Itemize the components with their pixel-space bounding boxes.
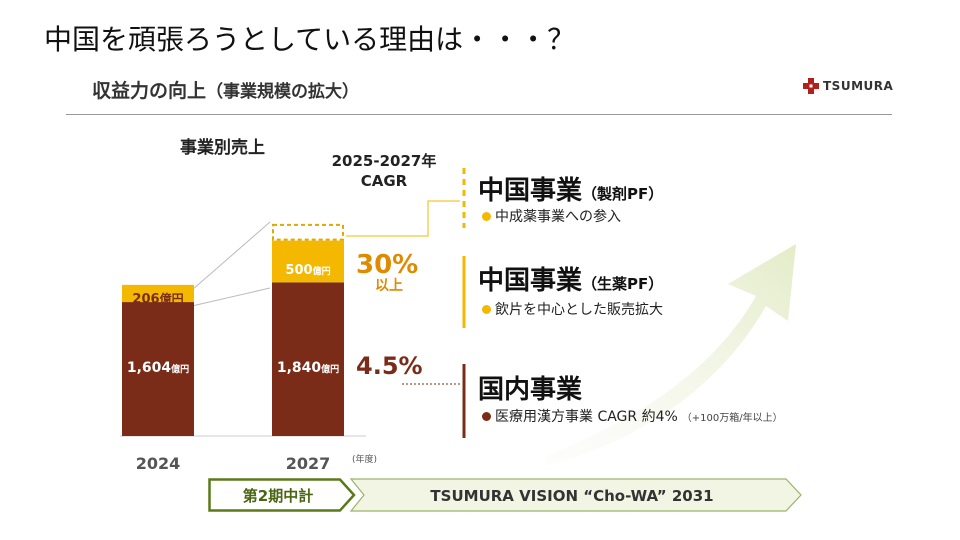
vision-label: TSUMURA VISION “Cho-WA” 2031	[430, 487, 713, 505]
logo-text: TSUMURA	[823, 79, 894, 93]
cagr-china-value: 30%	[356, 250, 418, 280]
segment-name-china-pf: 中国事業（製剤PF）	[478, 176, 664, 206]
panel-title-paren: （事業規模の拡大）	[206, 82, 360, 102]
growth-arrow	[546, 244, 796, 466]
cagr-header-line1: 2025-2027年	[332, 152, 437, 170]
sales-chart: 事業別売上 2025-2027年 CAGR 206億円 1,604億円 500億…	[120, 137, 796, 473]
midterm-plan-label: 第2期中計	[243, 487, 313, 505]
bar-china-pf-2027	[272, 223, 344, 241]
x-tick-2027: 2027	[286, 454, 331, 473]
bar-label-2027-domestic: 1,840億円	[277, 360, 339, 376]
title-divider	[66, 114, 892, 115]
midterm-plan-chevron: 第2期中計	[208, 478, 356, 512]
connector-line-mid	[191, 287, 271, 307]
segment-bullet-china-pf: 中成薬事業への参入	[482, 206, 621, 226]
connector-line-top	[191, 221, 271, 291]
year-unit-label: (年度)	[352, 453, 377, 465]
bar-china-raw-2027	[272, 240, 344, 283]
leader-line-china-pf	[346, 200, 460, 237]
slide-title: 中国を頑張ろうとしている理由は・・・？	[44, 23, 576, 56]
bar-china-raw-2024	[122, 284, 194, 303]
x-tick-2024: 2024	[136, 454, 181, 473]
tsumura-mark-icon	[803, 78, 819, 94]
chart-title: 事業別売上	[180, 137, 265, 158]
bullet-dot-icon	[482, 304, 491, 314]
cagr-domestic-value: 4.5%	[356, 352, 423, 380]
bullet-dot-icon	[482, 211, 491, 221]
cagr-china-sub: 以上	[375, 278, 403, 294]
tsumura-logo: TSUMURA	[803, 78, 893, 94]
cagr-header-line2: CAGR	[361, 172, 408, 190]
segment-bullet-china-raw: 飲片を中心とした販売拡大	[482, 299, 663, 319]
segment-name-domestic: 国内事業	[478, 375, 583, 405]
panel-title-main: 収益力の向上	[92, 80, 207, 102]
segment-bullet-domestic: 医療用漢方事業 CAGR 約4% （+100万箱/年以上）	[482, 406, 783, 426]
segment-name-china-raw: 中国事業（生薬PF）	[478, 266, 664, 296]
midterm-plan-chevron-shape	[208, 478, 356, 512]
bar-domestic-2024	[122, 302, 194, 436]
panel-title: 収益力の向上（事業規模の拡大）	[92, 76, 359, 103]
vision-chevron-shape	[350, 478, 802, 512]
bullet-dot-icon	[482, 411, 491, 421]
bar-label-2024-china: 206億円	[132, 291, 183, 307]
bar-label-2024-domestic: 1,604億円	[127, 360, 189, 376]
bar-domestic-2027	[272, 282, 344, 436]
vision-chevron: TSUMURA VISION “Cho-WA” 2031	[350, 478, 802, 512]
bar-label-2027-china: 500億円	[285, 263, 330, 278]
